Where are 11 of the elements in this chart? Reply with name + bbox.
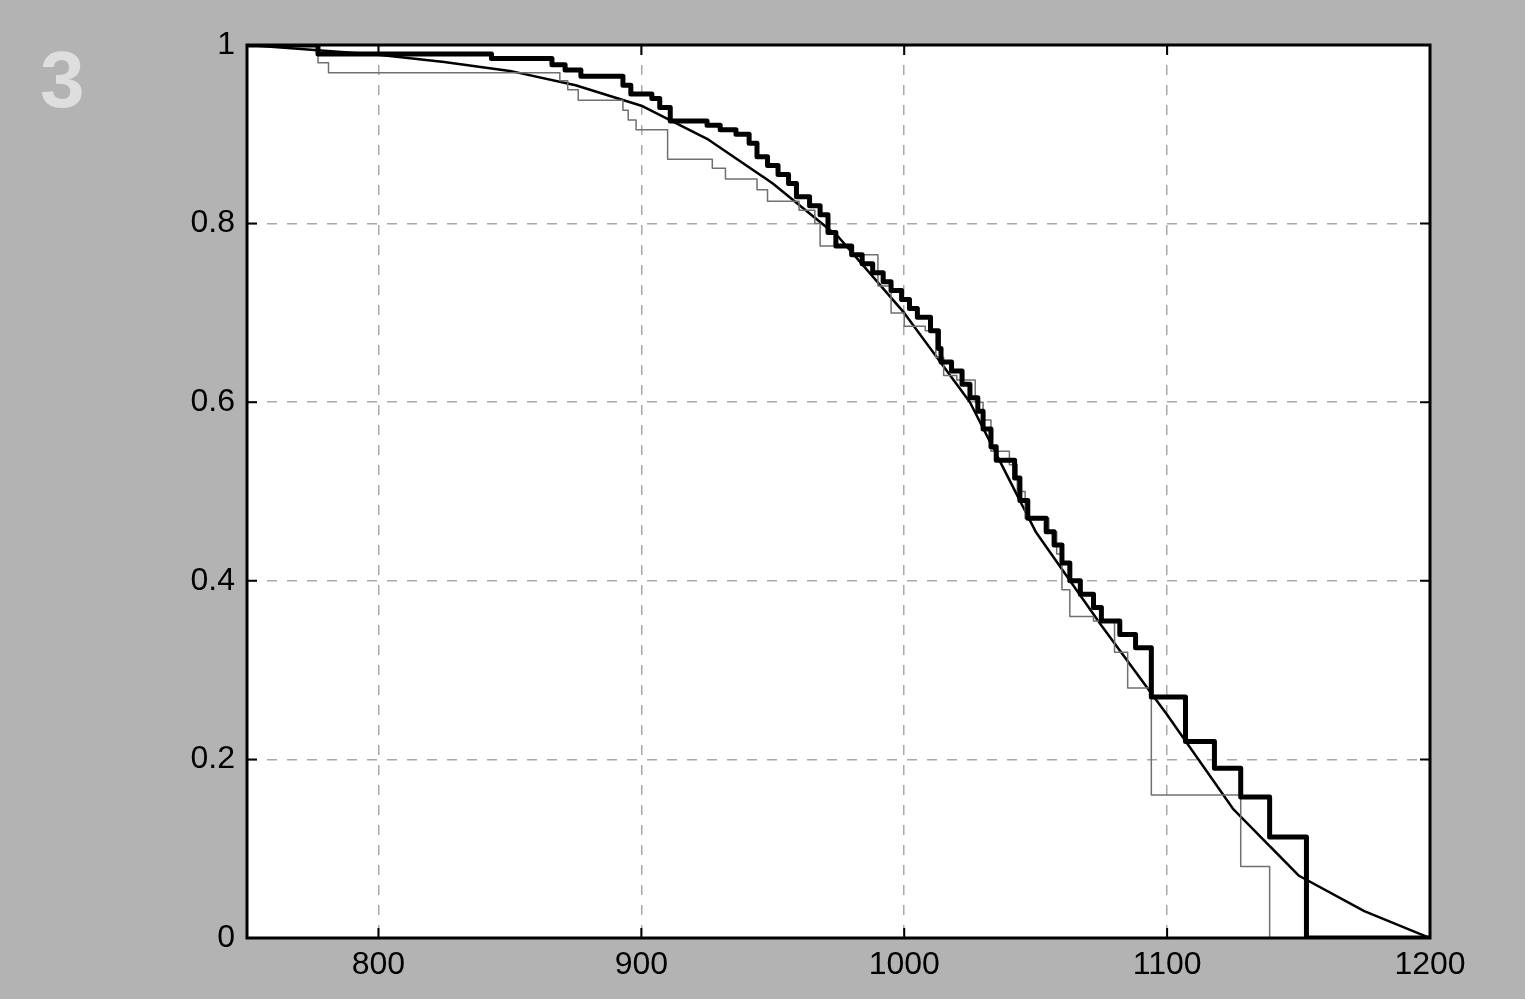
x-tick-label: 900 [614, 945, 669, 982]
y-tick-label: 0.8 [190, 203, 235, 240]
y-tick-label: 0.2 [190, 739, 235, 776]
y-tick-label: 0 [217, 917, 235, 954]
y-tick-label: 0.4 [190, 560, 235, 597]
x-tick-label: 1100 [1132, 945, 1202, 982]
x-tick-label: 800 [351, 945, 406, 982]
y-tick-label: 0.6 [190, 382, 235, 419]
x-tick-label: 1200 [1394, 945, 1466, 982]
y-tick-label: 1 [217, 24, 235, 61]
x-tick-label: 1000 [868, 945, 940, 982]
